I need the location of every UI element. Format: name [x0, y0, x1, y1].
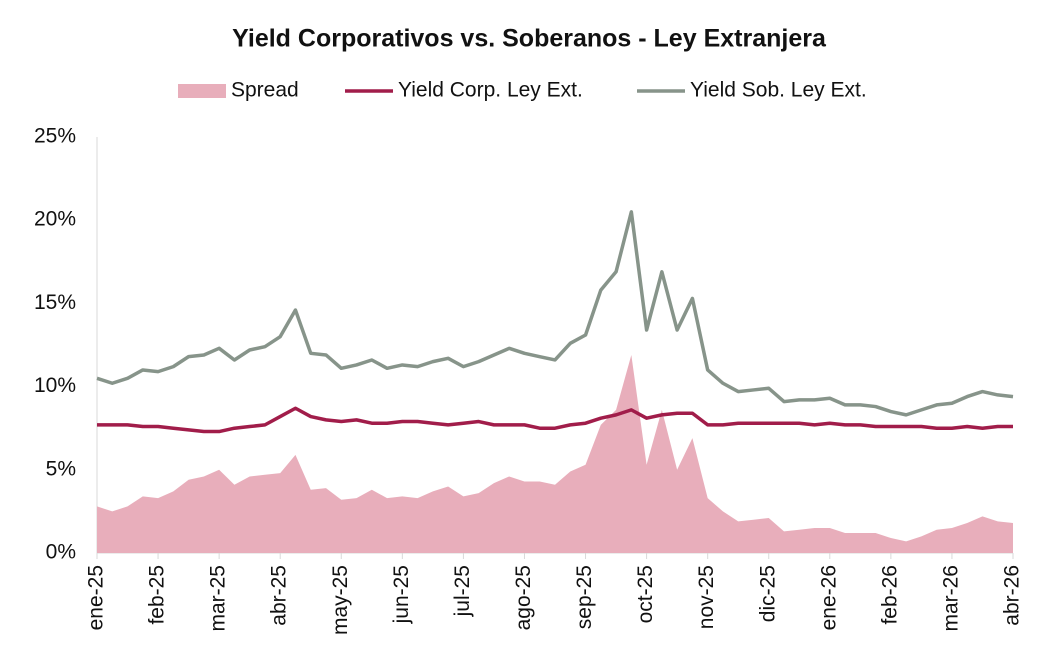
- y-tick-label: 0%: [46, 541, 76, 564]
- x-tick-label: mar-26: [939, 565, 962, 632]
- y-tick-label: 25%: [34, 125, 76, 148]
- x-tick-label: ago-25: [512, 565, 535, 630]
- x-tick-label: mar-25: [207, 565, 230, 632]
- x-tick-label: ene-26: [817, 565, 840, 630]
- x-tick-label: oct-25: [634, 565, 657, 623]
- x-tick-label: feb-26: [878, 565, 901, 625]
- legend-label: Spread: [231, 79, 299, 102]
- x-tick-label: sep-25: [573, 565, 596, 629]
- x-tick-label: jun-25: [390, 565, 413, 624]
- x-tick-label: feb-25: [146, 565, 169, 625]
- x-tick-label: abr-26: [1001, 565, 1024, 626]
- x-tick-label: dic-25: [756, 565, 779, 622]
- y-tick-label: 15%: [34, 291, 76, 314]
- legend-swatch: [178, 84, 226, 98]
- y-tick-label: 20%: [34, 208, 76, 231]
- spread-area: [97, 354, 1013, 553]
- series-line: [97, 406, 1013, 434]
- legend-label: Yield Corp. Ley Ext.: [398, 79, 583, 102]
- y-tick-label: 5%: [46, 457, 76, 480]
- x-tick-label: abr-25: [268, 565, 291, 626]
- chart-title: Yield Corporativos vs. Soberanos - Ley E…: [232, 25, 827, 53]
- legend-label: Yield Sob. Ley Ext.: [690, 79, 867, 102]
- x-tick-label: nov-25: [695, 565, 718, 629]
- x-tick-label: jul-25: [451, 565, 474, 617]
- series-line: [96, 210, 1014, 417]
- x-tick-label: may-25: [329, 565, 352, 635]
- y-tick-label: 10%: [34, 374, 76, 397]
- x-tick-label: ene-25: [85, 565, 108, 630]
